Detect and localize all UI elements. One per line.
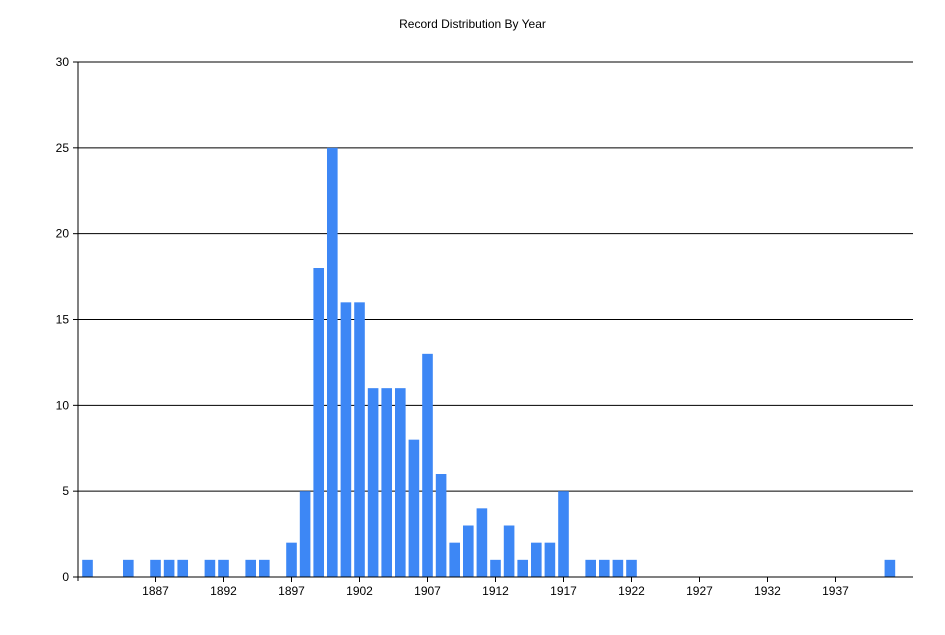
y-tick-label: 25 — [56, 141, 70, 155]
bar — [476, 508, 488, 577]
x-tick-label: 1922 — [618, 584, 645, 598]
bar — [340, 302, 352, 577]
x-tick-label: 1937 — [822, 584, 849, 598]
bar — [490, 559, 501, 577]
x-tick-label: 1887 — [142, 584, 169, 598]
bar — [259, 559, 270, 577]
bar — [422, 353, 433, 577]
bar — [544, 542, 556, 577]
bar — [517, 559, 529, 577]
y-tick-label: 30 — [56, 55, 70, 69]
bar — [367, 388, 379, 577]
bar — [530, 542, 542, 577]
bar — [585, 559, 596, 577]
bar — [503, 525, 515, 577]
x-tick-label: 1927 — [686, 584, 713, 598]
bar — [218, 559, 229, 577]
y-tick-label: 0 — [62, 570, 69, 584]
x-tick-label: 1897 — [278, 584, 305, 598]
bar — [150, 559, 161, 577]
bar — [612, 559, 624, 577]
x-tick-label: 1902 — [346, 584, 373, 598]
bar — [884, 559, 896, 577]
bar — [598, 559, 610, 577]
bar — [354, 302, 365, 577]
bar — [395, 388, 406, 577]
y-tick-label: 20 — [56, 227, 70, 241]
x-tick-label: 1917 — [550, 584, 577, 598]
chart-title: Record Distribution By Year — [399, 17, 546, 31]
bar — [299, 491, 311, 577]
bar — [313, 268, 325, 577]
bar — [286, 542, 297, 577]
bar — [558, 491, 569, 577]
bar — [123, 559, 134, 577]
y-tick-label: 5 — [62, 484, 69, 498]
bar — [163, 559, 175, 577]
bar — [626, 559, 637, 577]
x-tick-label: 1892 — [210, 584, 237, 598]
bar — [449, 542, 461, 577]
bar — [245, 559, 257, 577]
x-tick-label: 1912 — [482, 584, 509, 598]
x-tick-label: 1932 — [754, 584, 781, 598]
x-tick-label: 1907 — [414, 584, 441, 598]
bar — [177, 559, 189, 577]
bar — [408, 439, 420, 577]
bar — [462, 525, 474, 577]
y-tick-label: 10 — [56, 398, 70, 412]
bar — [435, 474, 447, 577]
bar — [381, 388, 393, 577]
bar — [204, 559, 216, 577]
bar — [82, 559, 93, 577]
bar — [327, 147, 338, 578]
y-tick-label: 15 — [56, 313, 70, 327]
